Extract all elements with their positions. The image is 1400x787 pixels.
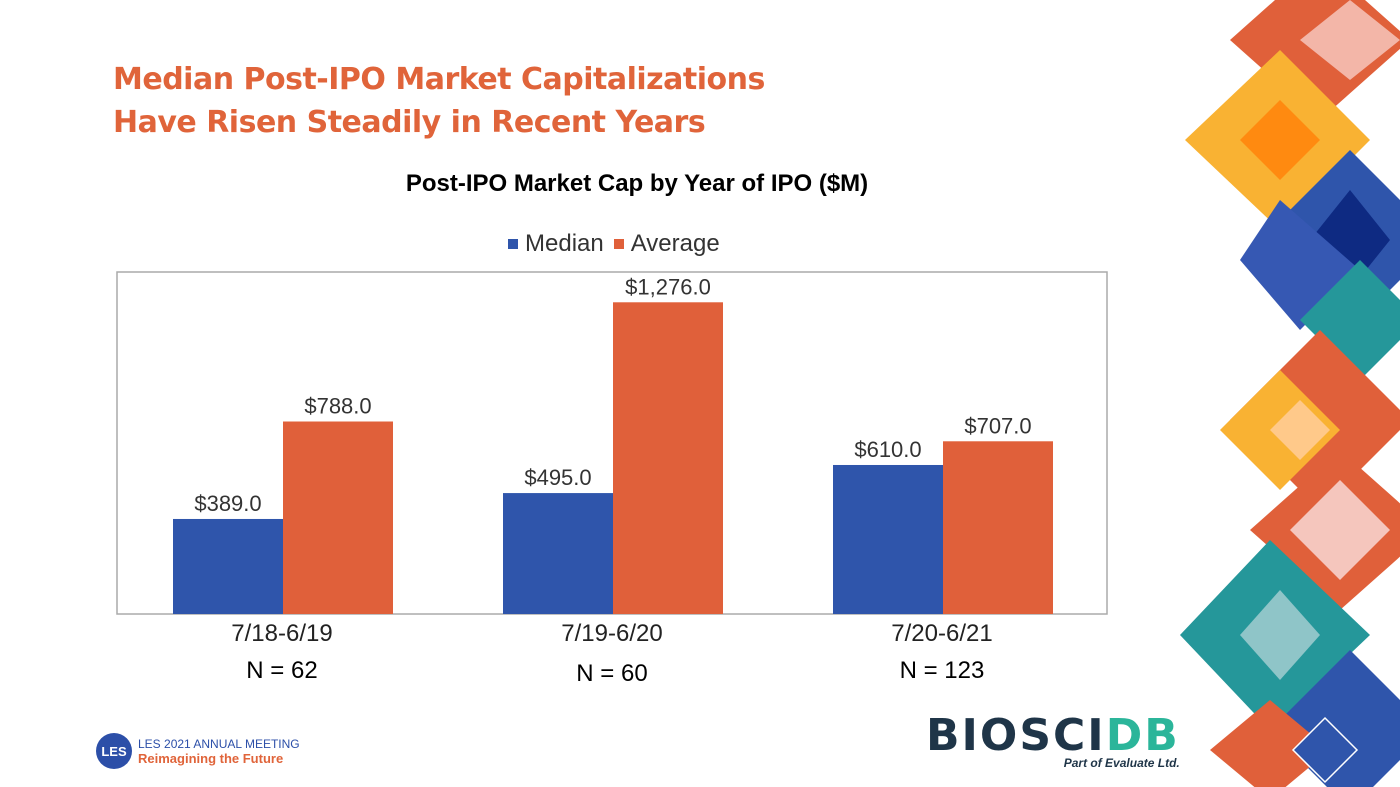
bar-average xyxy=(943,441,1053,614)
data-label: $610.0 xyxy=(854,437,921,462)
decorative-diamonds xyxy=(1180,0,1400,787)
bar-median xyxy=(173,518,283,614)
bioscidb-logo: BIOSCIDB Part of Evaluate Ltd. xyxy=(926,710,1180,771)
logo-s: S xyxy=(1019,710,1054,761)
logo-ci: CI xyxy=(1053,710,1106,761)
legend-label-average: Average xyxy=(630,230,720,257)
bar-average xyxy=(283,421,393,614)
sample-size-label: N = 62 xyxy=(246,657,318,684)
legend-swatch-average xyxy=(613,239,624,249)
bar-average xyxy=(613,302,723,614)
x-tick-label: 7/19-6/20 xyxy=(561,620,663,647)
les-tagline: Reimagining the Future xyxy=(138,750,284,766)
les-badge-icon: LES xyxy=(96,733,132,769)
data-label: $707.0 xyxy=(964,413,1031,438)
sample-size-label: N = 60 xyxy=(576,660,648,687)
bar-median xyxy=(503,493,613,614)
diamond-pattern xyxy=(1180,0,1400,787)
logo-subtitle: Part of Evaluate Ltd. xyxy=(1063,756,1180,770)
logo-db: DB xyxy=(1105,710,1180,761)
data-label: $1,276.0 xyxy=(625,274,711,299)
slide-title-line1: Median Post-IPO Market Capitalizations xyxy=(113,62,765,97)
slide-title-line2: Have Risen Steadily in Recent Years xyxy=(113,105,706,140)
slide-title: Median Post-IPO Market Capitalizations H… xyxy=(113,58,765,144)
legend-swatch-median xyxy=(508,239,518,249)
data-label: $495.0 xyxy=(524,465,591,490)
logo-bio: BIO xyxy=(926,710,1020,761)
bar-chart: $389.0 $788.0 $495.0 $1,276.0 $610.0 $707.0 xyxy=(116,271,1108,615)
x-tick-label: 7/18-6/19 xyxy=(231,620,333,647)
data-label: $788.0 xyxy=(304,394,371,419)
chart-title: Post-IPO Market Cap by Year of IPO ($M) xyxy=(405,170,869,197)
data-label: $389.0 xyxy=(194,491,261,516)
x-tick-label: 7/20-6/21 xyxy=(891,620,993,647)
sample-size-label: N = 123 xyxy=(899,657,985,684)
chart-legend: Median Average xyxy=(508,230,720,258)
les-meeting-text: LES 2021 ANNUAL MEETING xyxy=(138,736,300,751)
bar-median xyxy=(833,464,943,614)
les-logo: LES LES 2021 ANNUAL MEETING Reimagining … xyxy=(96,733,300,769)
legend-label-median: Median xyxy=(525,230,604,257)
